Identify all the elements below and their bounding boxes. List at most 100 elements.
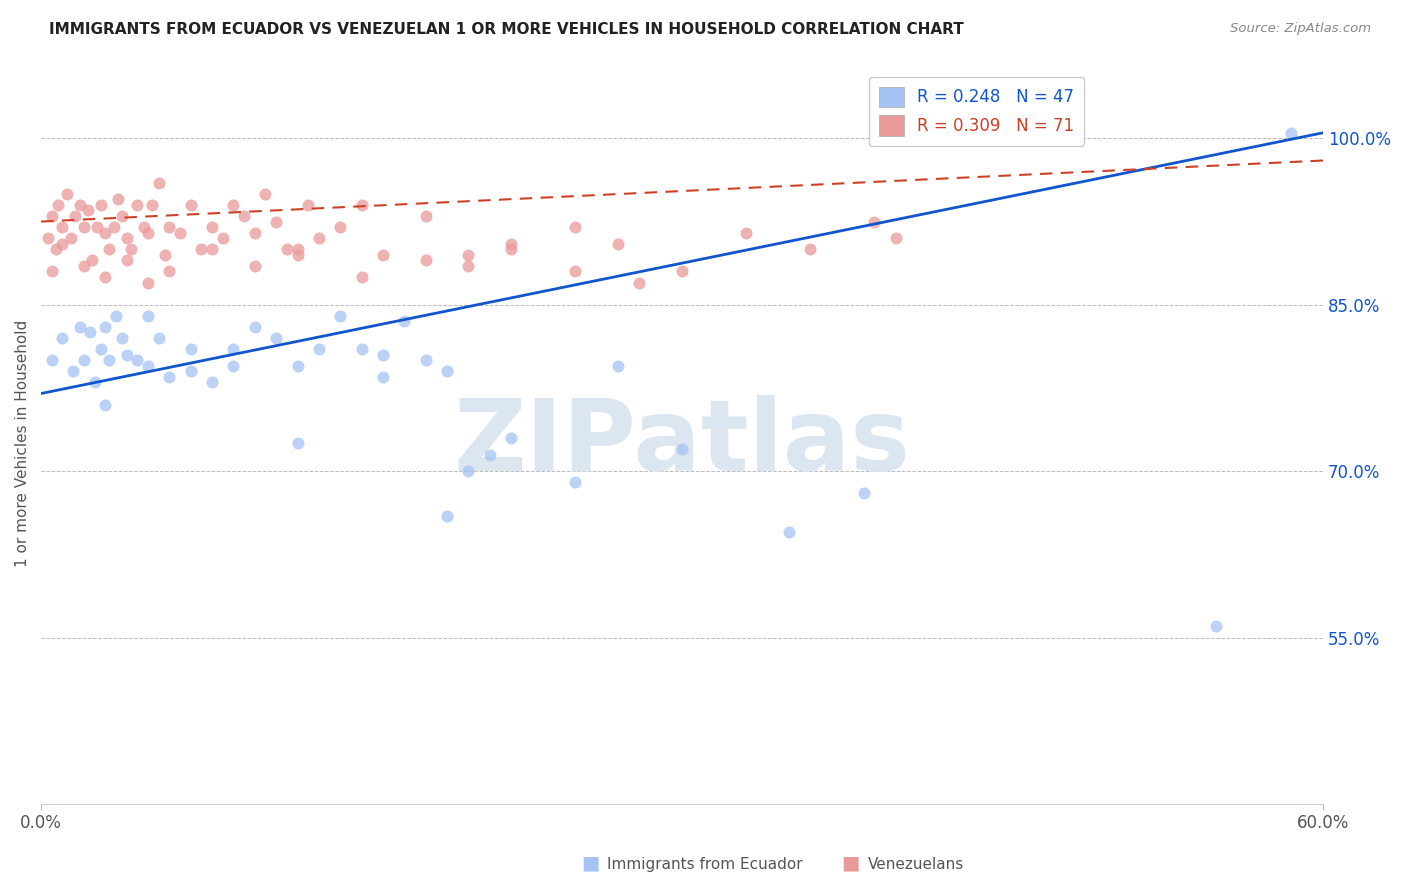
Point (287, 436, 309, 450)
Point (243, 226, 266, 240)
Point (501, 242, 523, 256)
Point (127, 198, 149, 212)
Point (73, 353, 96, 368)
Point (350, 198, 373, 212)
Point (457, 464, 479, 478)
Point (148, 176, 170, 190)
Y-axis label: 1 or more Vehicles in Household: 1 or more Vehicles in Household (15, 320, 30, 567)
Point (120, 242, 142, 256)
Point (243, 259, 266, 273)
Point (79, 326, 101, 340)
Point (55, 186, 77, 201)
Point (501, 431, 523, 445)
Point (287, 248, 309, 262)
Point (157, 220, 180, 235)
Point (1279, 126, 1302, 140)
Text: ZIPatlas: ZIPatlas (454, 395, 911, 491)
Point (329, 220, 352, 235)
Point (136, 276, 159, 290)
Point (852, 486, 875, 500)
Point (297, 198, 319, 212)
Point (51, 331, 73, 345)
Point (73, 259, 96, 273)
Point (211, 231, 233, 245)
Text: IMMIGRANTS FROM ECUADOR VS VENEZUELAN 1 OR MORE VEHICLES IN HOUSEHOLD CORRELATIO: IMMIGRANTS FROM ECUADOR VS VENEZUELAN 1 … (49, 22, 965, 37)
Point (86, 220, 108, 235)
Point (73, 220, 96, 235)
Point (371, 369, 394, 384)
Point (136, 359, 159, 373)
Text: Venezuelans: Venezuelans (868, 857, 963, 872)
Point (169, 226, 191, 240)
Point (94, 320, 117, 334)
Point (478, 448, 501, 462)
Text: ■: ■ (841, 854, 860, 872)
Point (111, 209, 134, 223)
Point (415, 353, 437, 368)
Point (94, 270, 117, 285)
Point (141, 198, 163, 212)
Point (103, 220, 125, 235)
Point (115, 231, 138, 245)
Point (222, 359, 245, 373)
Point (127, 353, 149, 368)
Point (90, 198, 112, 212)
Point (287, 242, 309, 256)
Point (51, 236, 73, 251)
Point (157, 264, 180, 278)
Point (233, 209, 256, 223)
Point (180, 198, 202, 212)
Point (863, 214, 886, 228)
Point (90, 342, 112, 356)
Point (94, 226, 117, 240)
Point (132, 220, 155, 235)
Legend: R = 0.248   N = 47, R = 0.309   N = 71: R = 0.248 N = 47, R = 0.309 N = 71 (869, 77, 1084, 145)
Point (180, 342, 202, 356)
Point (37, 231, 59, 245)
Point (628, 276, 651, 290)
Point (62, 364, 84, 378)
Point (222, 342, 245, 356)
Point (157, 369, 180, 384)
Point (77, 203, 100, 218)
Point (60, 231, 83, 245)
Point (457, 259, 479, 273)
Point (98, 353, 121, 368)
Point (671, 442, 693, 456)
Point (884, 231, 907, 245)
Point (115, 348, 138, 362)
Point (564, 220, 586, 235)
Point (1205, 619, 1227, 633)
Point (82, 253, 104, 268)
Point (415, 253, 437, 268)
Point (107, 192, 129, 206)
Point (254, 186, 277, 201)
Point (457, 248, 479, 262)
Point (69, 320, 91, 334)
Point (501, 236, 523, 251)
Point (148, 331, 170, 345)
Point (778, 525, 800, 540)
Point (371, 348, 394, 362)
Point (201, 376, 224, 390)
Point (69, 198, 91, 212)
Point (735, 226, 758, 240)
Text: Immigrants from Ecuador: Immigrants from Ecuador (607, 857, 803, 872)
Point (287, 359, 309, 373)
Point (51, 220, 73, 235)
Point (201, 220, 224, 235)
Point (136, 309, 159, 323)
Point (243, 320, 266, 334)
Point (222, 198, 245, 212)
Point (111, 331, 134, 345)
Point (607, 359, 630, 373)
Point (41, 353, 63, 368)
Point (350, 270, 373, 285)
Point (115, 253, 138, 268)
Point (436, 364, 458, 378)
Point (153, 248, 176, 262)
Point (201, 242, 224, 256)
Point (190, 242, 212, 256)
Point (104, 309, 127, 323)
Point (83, 376, 105, 390)
